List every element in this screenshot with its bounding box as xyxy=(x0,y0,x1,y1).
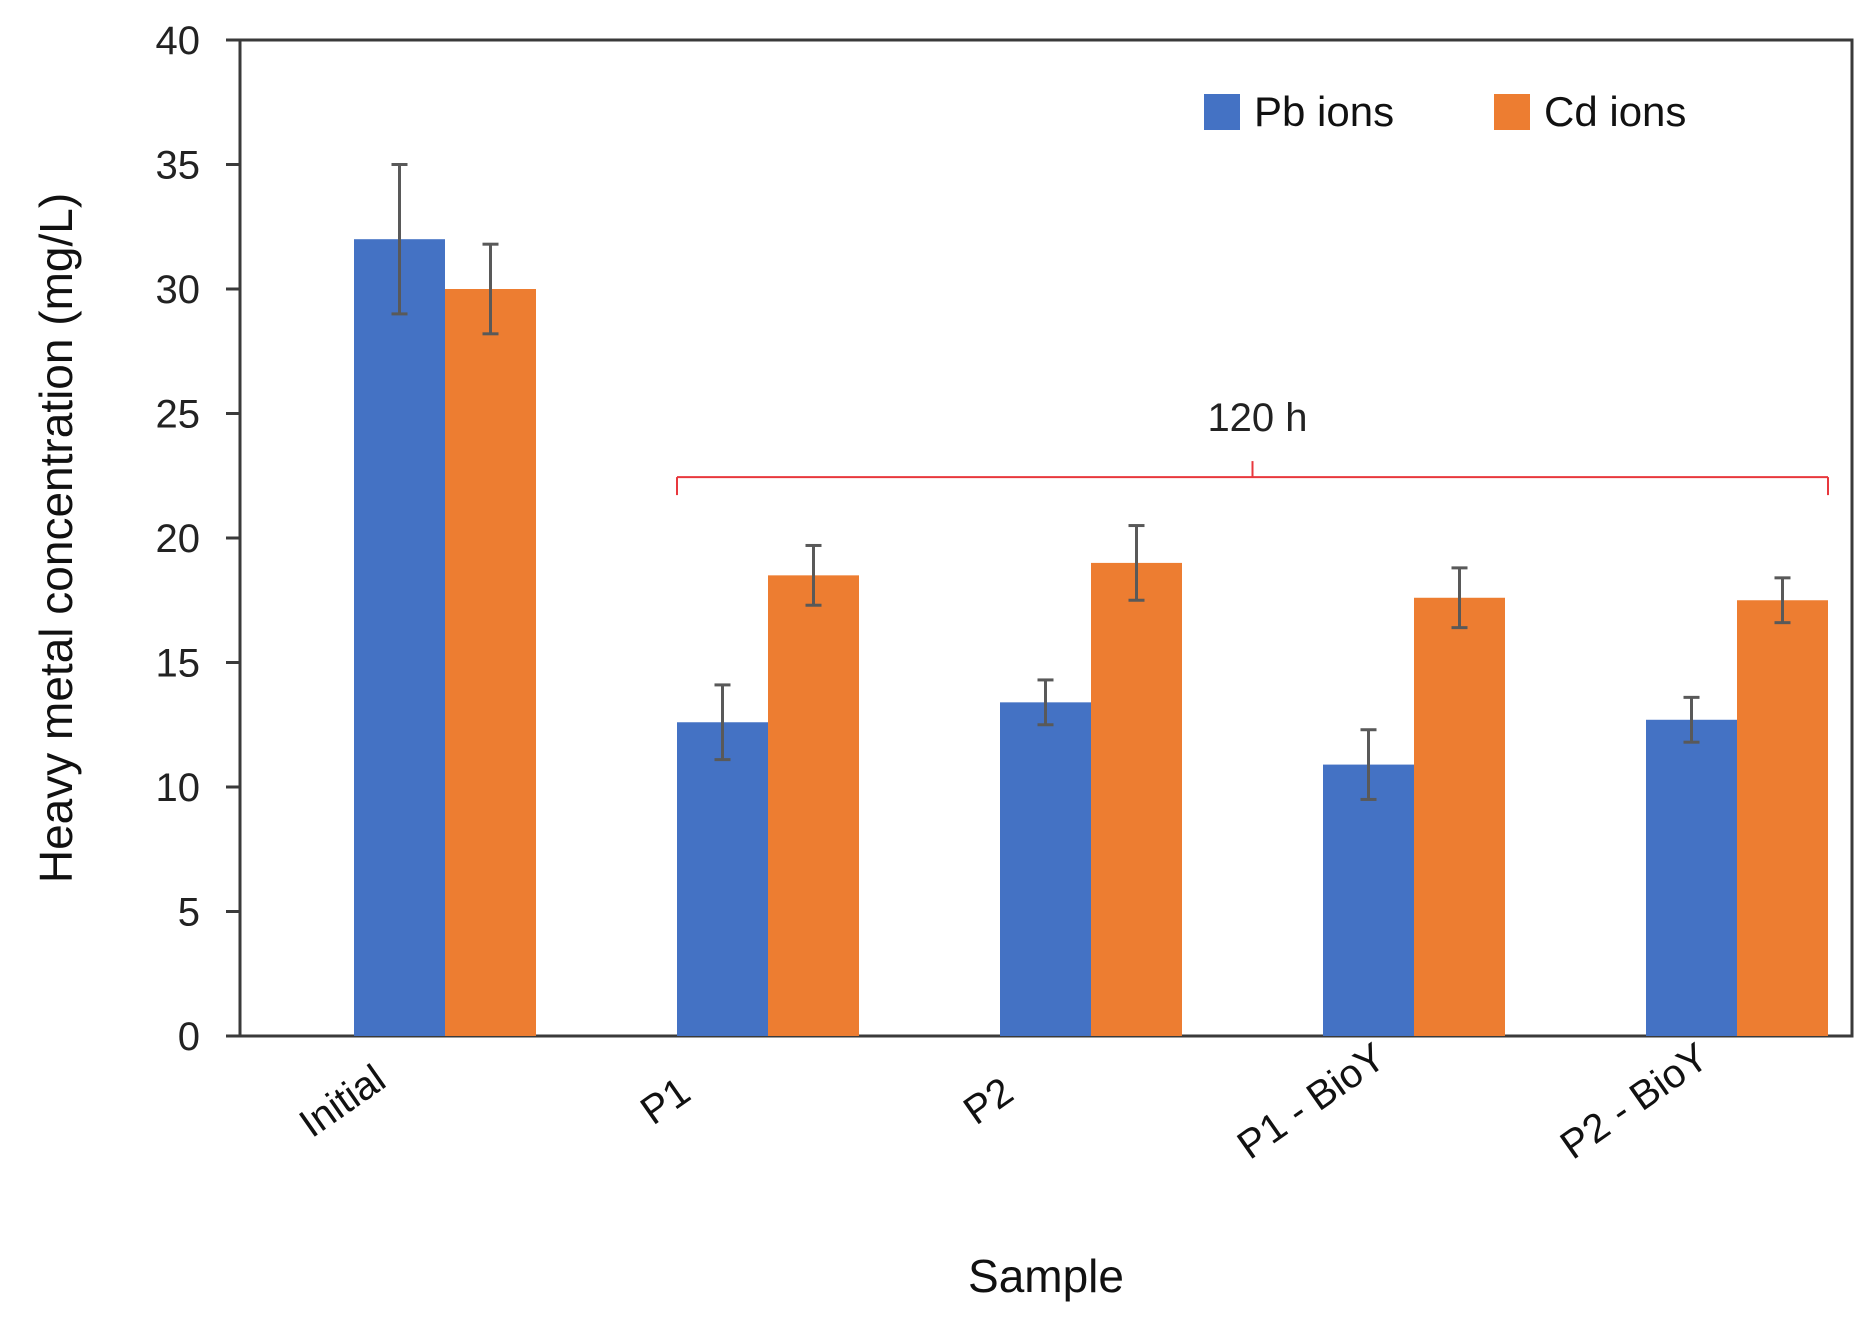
x-axis-title: Sample xyxy=(968,1250,1124,1302)
category-label: P1 - BioY xyxy=(1230,1035,1394,1168)
bar-cd-ions-3 xyxy=(1414,597,1505,1036)
y-tick-label: 40 xyxy=(156,19,201,63)
y-tick-label: 5 xyxy=(178,891,200,935)
y-tick-label: 25 xyxy=(156,393,201,437)
y-tick-label: 10 xyxy=(156,766,201,810)
bar-pb-ions-1 xyxy=(677,722,768,1036)
bar-pb-ions-3 xyxy=(1323,764,1414,1036)
bar-cd-ions-2 xyxy=(1091,562,1182,1036)
bar-cd-ions-1 xyxy=(768,575,859,1036)
category-label: P2 xyxy=(956,1069,1021,1133)
legend-label-cd-ions: Cd ions xyxy=(1544,88,1686,135)
bar-cd-ions-0 xyxy=(445,289,536,1036)
bar-cd-ions-4 xyxy=(1737,600,1828,1036)
bracket-annotation-label: 120 h xyxy=(1207,396,1307,440)
category-label: Initial xyxy=(292,1057,394,1147)
legend-label-pb-ions: Pb ions xyxy=(1254,88,1394,135)
legend-swatch-pb-ions xyxy=(1204,94,1240,130)
bar-pb-ions-0 xyxy=(354,239,445,1036)
y-tick-label: 30 xyxy=(156,268,201,312)
y-tick-label: 35 xyxy=(156,144,201,188)
y-tick-label: 20 xyxy=(156,517,201,561)
legend-swatch-cd-ions xyxy=(1494,94,1530,130)
bar-pb-ions-4 xyxy=(1646,719,1737,1036)
bar-pb-ions-2 xyxy=(1000,702,1091,1036)
y-tick-label: 15 xyxy=(156,642,201,686)
category-label: P2 - BioY xyxy=(1553,1035,1717,1168)
y-tick-label: 0 xyxy=(178,1015,200,1059)
y-axis-title: Heavy metal concentration (mg/L) xyxy=(30,193,82,883)
category-label: P1 xyxy=(633,1069,698,1133)
